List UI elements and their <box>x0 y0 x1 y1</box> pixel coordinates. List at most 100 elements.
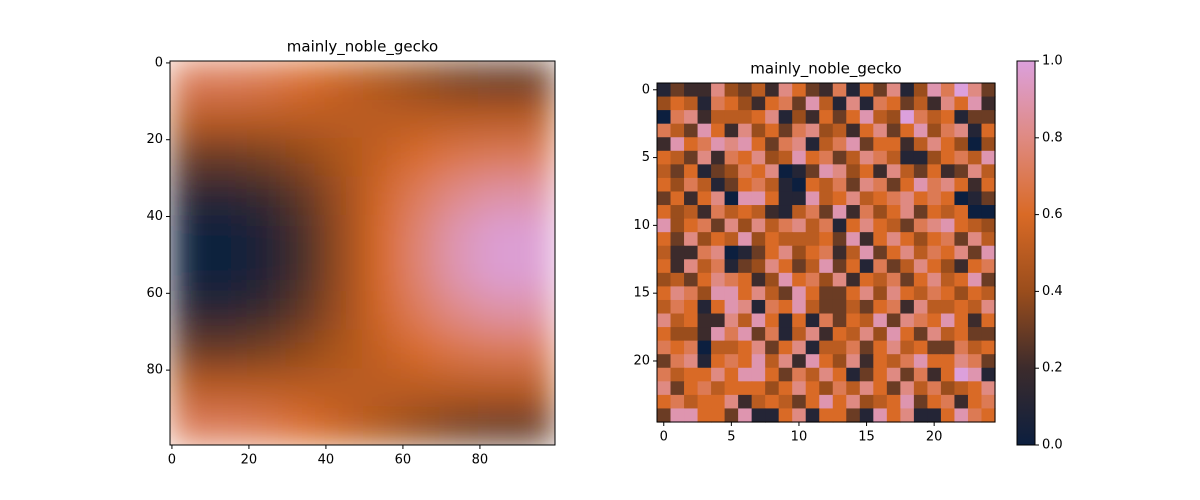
cell <box>439 99 479 139</box>
heatmap-cells <box>170 61 555 445</box>
cell <box>846 205 861 220</box>
cell <box>362 329 402 369</box>
cell <box>927 340 942 355</box>
cell <box>324 61 364 100</box>
y-tick-label: 80 <box>146 363 163 378</box>
y-tick-label: 60 <box>146 286 163 301</box>
cell <box>819 272 834 287</box>
cell <box>711 286 726 301</box>
cell <box>778 177 793 193</box>
cell <box>832 313 847 328</box>
cell <box>208 291 248 331</box>
cell <box>981 83 996 98</box>
cell <box>940 123 956 138</box>
cell <box>913 313 928 328</box>
cell <box>362 176 402 216</box>
cell <box>832 218 847 233</box>
cell <box>738 96 753 111</box>
cell <box>873 191 888 206</box>
y-tick-label: 20 <box>146 132 163 147</box>
cell <box>724 83 739 98</box>
cell <box>765 394 780 410</box>
cell <box>873 272 888 287</box>
cell <box>778 110 793 125</box>
cell <box>765 218 780 233</box>
cell <box>738 123 753 138</box>
cell <box>697 205 712 220</box>
cell <box>711 191 726 206</box>
cell <box>751 96 766 111</box>
cell <box>778 354 793 369</box>
cell <box>670 313 685 328</box>
cell <box>805 83 820 98</box>
cell <box>657 110 672 125</box>
cell <box>900 394 915 410</box>
cell <box>954 137 969 152</box>
cell <box>362 137 402 177</box>
cell <box>657 232 672 247</box>
cell <box>670 381 685 396</box>
cell <box>724 191 739 206</box>
cell <box>954 327 969 342</box>
cell <box>981 218 996 233</box>
cell <box>846 177 861 193</box>
cell <box>805 327 820 342</box>
cell <box>954 381 969 396</box>
cell <box>832 367 847 382</box>
cell <box>724 367 739 382</box>
axes-frame <box>169 60 556 446</box>
x-tick-label: 80 <box>472 453 489 468</box>
cell <box>247 99 287 139</box>
cell <box>967 286 983 301</box>
cell <box>859 245 874 260</box>
cell <box>362 406 402 445</box>
cell <box>778 164 793 179</box>
cell <box>657 313 672 328</box>
colorbar-tick-label: 1.0 <box>1042 54 1063 69</box>
cell <box>927 110 942 125</box>
cell <box>657 150 672 165</box>
cell <box>913 272 928 287</box>
cell <box>873 83 888 98</box>
cell <box>819 259 834 274</box>
cell <box>792 232 807 247</box>
cell <box>684 123 699 138</box>
cell <box>832 96 847 111</box>
cell <box>954 394 969 410</box>
cell <box>927 137 942 152</box>
cell <box>846 164 861 179</box>
cell <box>765 327 780 342</box>
cell <box>697 299 712 315</box>
cell <box>724 259 739 274</box>
cell <box>940 367 956 382</box>
cell <box>765 232 780 247</box>
cell <box>981 96 996 111</box>
cell <box>819 150 834 165</box>
cell <box>751 381 766 396</box>
cell <box>208 61 248 100</box>
cell <box>711 232 726 247</box>
cell <box>670 150 685 165</box>
cell <box>724 150 739 165</box>
cell <box>751 354 766 369</box>
cell <box>819 354 834 369</box>
cell <box>913 177 928 193</box>
cell <box>900 381 915 396</box>
cell <box>670 123 685 138</box>
cell <box>967 381 983 396</box>
cell <box>913 83 928 98</box>
cell <box>170 253 210 292</box>
cell <box>711 340 726 355</box>
cell <box>832 327 847 342</box>
cell <box>981 259 996 274</box>
cell <box>967 313 983 328</box>
cell <box>805 218 820 233</box>
x-tick-label: 60 <box>395 453 412 468</box>
cell <box>765 367 780 382</box>
cell <box>670 408 685 423</box>
cell <box>886 218 901 233</box>
cell <box>751 150 766 165</box>
cell <box>751 123 766 138</box>
cell <box>873 408 888 423</box>
cell <box>670 137 685 152</box>
